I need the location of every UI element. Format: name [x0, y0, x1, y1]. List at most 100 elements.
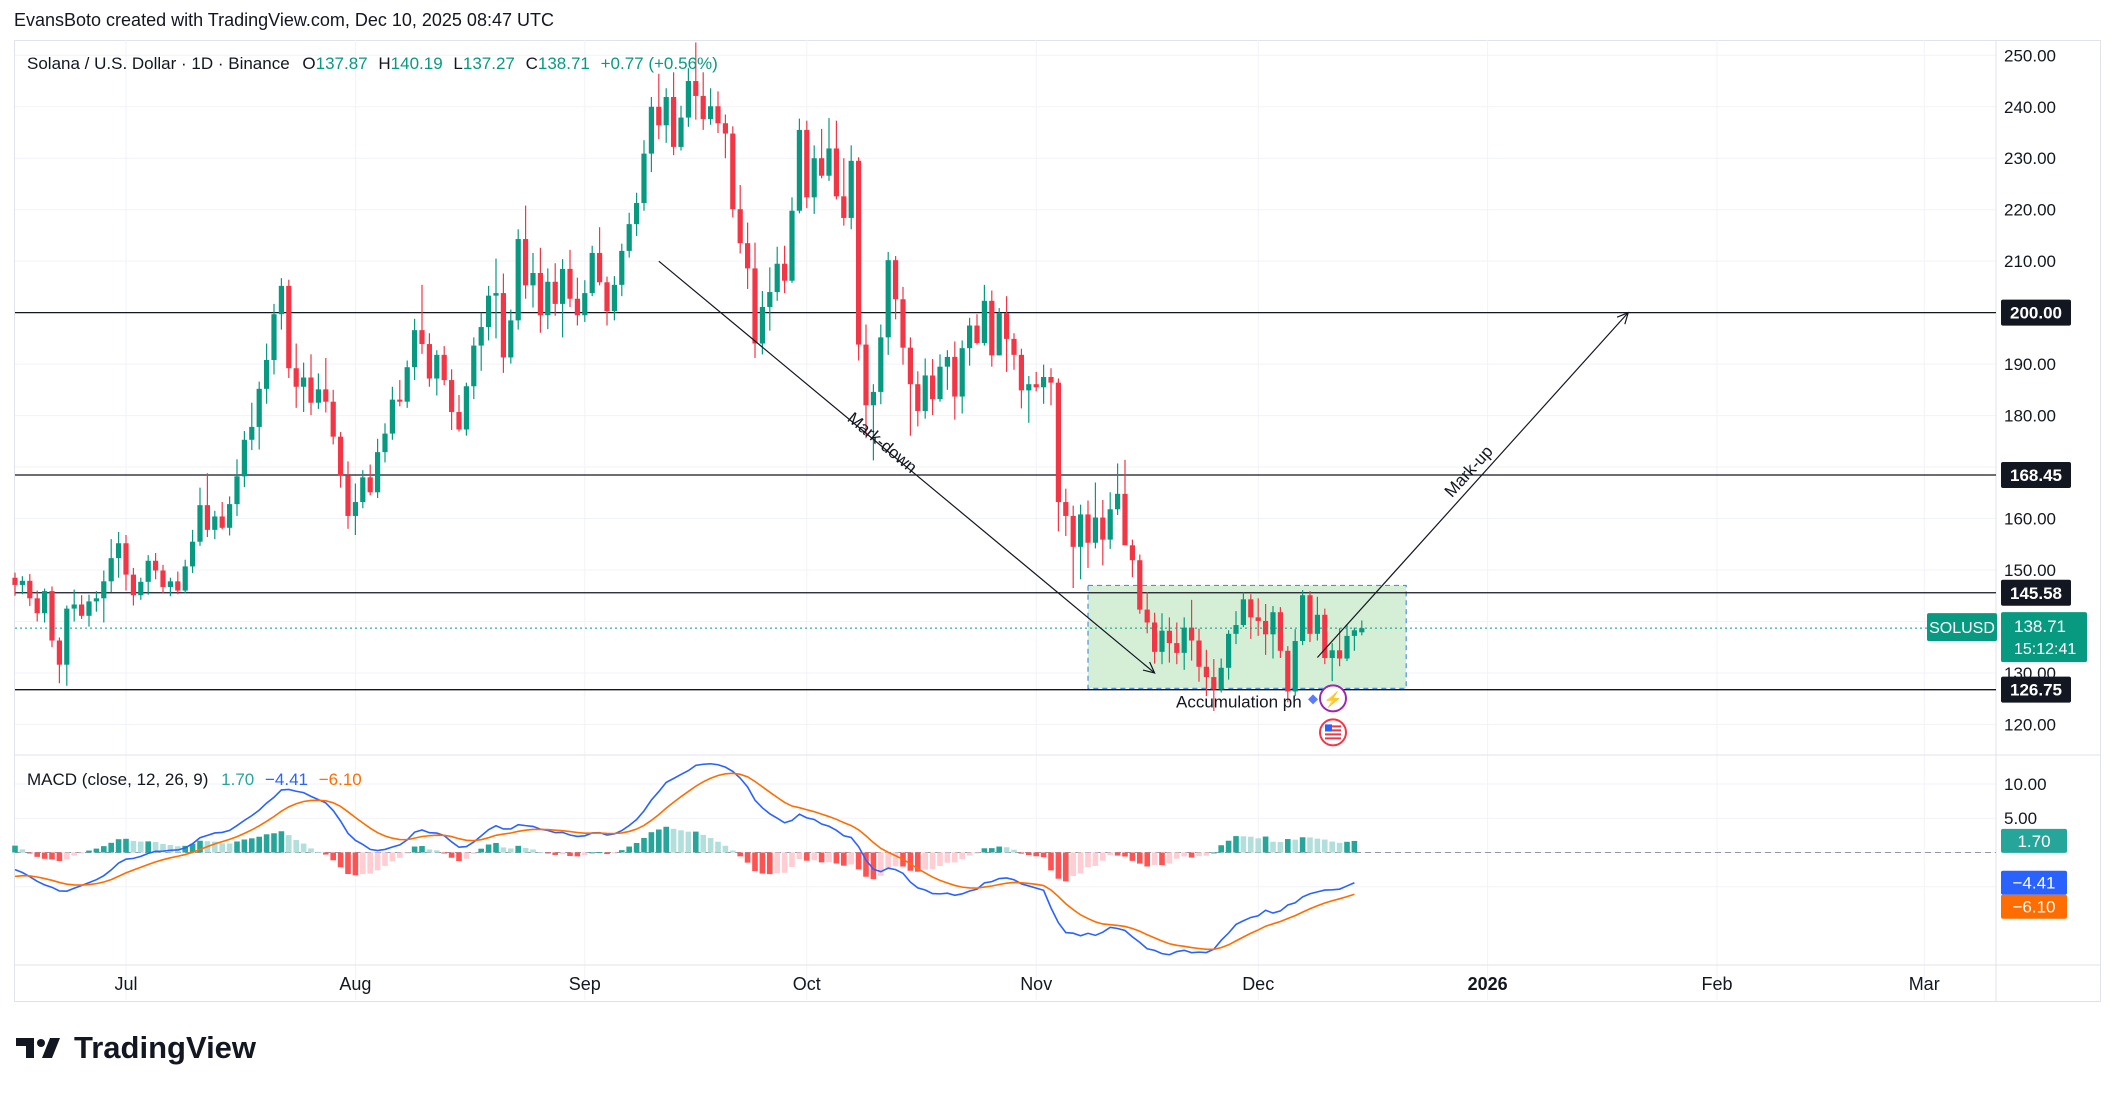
macd-hist-bar — [93, 848, 100, 853]
macd-hist-bar — [404, 852, 410, 854]
candle-body — [116, 543, 122, 559]
macd-hist-bar — [493, 842, 499, 853]
candle-body — [19, 580, 25, 585]
macd-hist-bar — [1070, 852, 1076, 877]
candle-body — [819, 158, 825, 176]
macd-hist-bar — [374, 852, 381, 871]
candle-body — [1063, 502, 1069, 516]
time-axis-label: Nov — [1020, 974, 1052, 994]
candle-body — [811, 158, 817, 198]
macd-hist-bar — [863, 852, 869, 877]
macd-hist-bar — [937, 852, 943, 866]
candle-body — [352, 502, 358, 516]
candle-body — [1337, 650, 1343, 659]
candle-body — [382, 433, 388, 453]
last-price-tag: 138.71 15:12:41 — [2001, 612, 2087, 663]
macd-hist-bar — [145, 841, 151, 853]
macd-hist-bar — [707, 838, 714, 853]
macd-hist-bar — [574, 852, 581, 857]
time-axis-label: Jul — [114, 974, 137, 994]
macd-hist-bar — [626, 846, 632, 853]
macd-histogram — [12, 826, 1358, 882]
candle-body — [301, 377, 307, 387]
chart-frame[interactable] — [14, 40, 2101, 1002]
macd-hist-bar — [1218, 845, 1224, 853]
symbol-tag: SOLUSD — [1927, 613, 1997, 642]
candle-body — [486, 295, 492, 328]
candle-body — [256, 388, 262, 427]
candle-body — [212, 516, 218, 530]
macd-hist-bar — [537, 852, 544, 854]
macd-line — [14, 762, 1355, 956]
macd-hist-bar — [263, 834, 270, 853]
level-tag: 126.75 — [2001, 676, 2071, 703]
candle-body — [545, 281, 551, 316]
candle-body — [1285, 650, 1291, 692]
candle-body — [145, 560, 151, 582]
low-label: L — [453, 54, 463, 73]
macd-hist-bar — [1344, 841, 1350, 853]
candle-body — [1203, 666, 1209, 678]
macd-hist-bar — [1270, 841, 1276, 853]
macd-hist-bar — [530, 849, 536, 853]
candle-body — [1189, 627, 1195, 641]
candle-body — [1107, 509, 1113, 540]
candle-body — [1233, 625, 1239, 634]
macd-hist-bar — [730, 850, 736, 853]
candle-body — [27, 580, 33, 599]
time-axis-label: Aug — [339, 974, 371, 994]
accumulation-zone — [1087, 584, 1407, 689]
macd-hist-bar — [966, 852, 973, 856]
candle-body — [730, 133, 736, 210]
macd-hist-bar — [922, 852, 928, 870]
macd-hist-bar — [1322, 839, 1328, 853]
macd-hist-bar — [1299, 837, 1306, 853]
candle-body — [789, 210, 795, 281]
candle-body — [34, 598, 40, 614]
macd-hist-bar — [78, 852, 85, 854]
macd-hist-bar — [915, 852, 921, 872]
macd-hist-bar — [1262, 836, 1269, 853]
candle-body — [1218, 667, 1224, 690]
macd-hist-bar — [1063, 852, 1069, 882]
macd-hist-bar — [1351, 840, 1358, 853]
macd-hist-bar — [1048, 852, 1054, 871]
candle-body — [1196, 640, 1202, 667]
price-axis-label: 250.00 — [2004, 46, 2056, 65]
macd-hist-bar — [633, 842, 640, 853]
candle-body — [86, 601, 92, 616]
macd-hist-bar — [1077, 852, 1084, 874]
macd-title[interactable]: MACD (close, 12, 26, 9) — [27, 770, 209, 789]
candle-body — [1018, 354, 1024, 391]
price-axis-label: 230.00 — [2004, 149, 2056, 168]
candle-body — [745, 243, 751, 269]
macd-hist-bar — [1181, 852, 1187, 857]
macd-hist-bar — [781, 852, 788, 873]
macd-hist-bar — [559, 852, 566, 855]
candle-body — [1004, 313, 1010, 339]
markup-label: Mark-up — [1441, 442, 1497, 501]
price-axis-label: 190.00 — [2004, 355, 2056, 374]
macd-hist-bar — [545, 852, 551, 854]
candle-body — [1137, 560, 1143, 610]
candle-body — [1307, 595, 1313, 634]
candle-body — [967, 325, 973, 349]
candle-body — [278, 285, 284, 315]
macd-hist-bar — [1026, 852, 1032, 856]
candle-body — [656, 106, 662, 126]
macd-hist-bar — [323, 852, 329, 855]
macd-hist-bar — [789, 852, 795, 867]
macd-hist-bar — [456, 852, 462, 862]
macd-hist-bar — [1129, 852, 1136, 861]
symbol-name[interactable]: Solana / U.S. Dollar · 1D · Binance — [27, 54, 290, 73]
candle-body — [693, 81, 699, 96]
tradingview-logo[interactable]: TradingView — [16, 1030, 256, 1066]
candle-body — [42, 591, 48, 614]
candle-body — [841, 196, 847, 218]
macd-hist-bar — [892, 852, 899, 867]
macd-line-tag-label: −4.41 — [2012, 874, 2055, 893]
macd-hist-bar — [397, 852, 403, 858]
macd-hist-bar — [434, 850, 440, 853]
candle-body — [93, 598, 99, 602]
